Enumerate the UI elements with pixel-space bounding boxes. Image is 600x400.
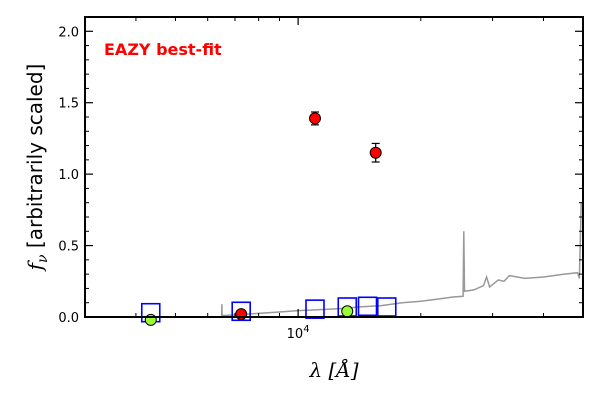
y-tick-label: 0.0	[58, 311, 79, 326]
ticks-layer: 0.0 0.5 1.0 1.5 2.0 104	[58, 17, 583, 342]
y-tick-label: 1.0	[58, 168, 79, 183]
y-axis-label: fν [arbitrarily scaled]	[23, 64, 51, 273]
annotation-label: EAZY best-fit	[104, 40, 222, 59]
svg-text:fν [arbitrarily scaled]: fν [arbitrarily scaled]	[23, 64, 51, 273]
x-tick-label: 104	[287, 324, 310, 342]
plot-area	[85, 17, 583, 317]
plot-frame	[84, 16, 584, 318]
y-tick-label: 0.5	[58, 240, 79, 255]
spectrum-line	[85, 201, 583, 317]
svg-text:λ [Å]: λ [Å]	[308, 357, 358, 382]
spectrum-layer	[85, 201, 583, 317]
model-flux-square	[357, 296, 378, 317]
observed-flux-point	[308, 112, 321, 125]
observed-flux-point	[369, 146, 382, 159]
y-tick-label: 2.0	[58, 25, 79, 40]
model-flux-square	[231, 301, 251, 322]
x-axis-label: λ [Å]	[308, 357, 358, 382]
y-tick-label: 1.5	[58, 97, 79, 112]
model-flux-square	[305, 299, 325, 319]
low-signal-point	[341, 305, 354, 318]
